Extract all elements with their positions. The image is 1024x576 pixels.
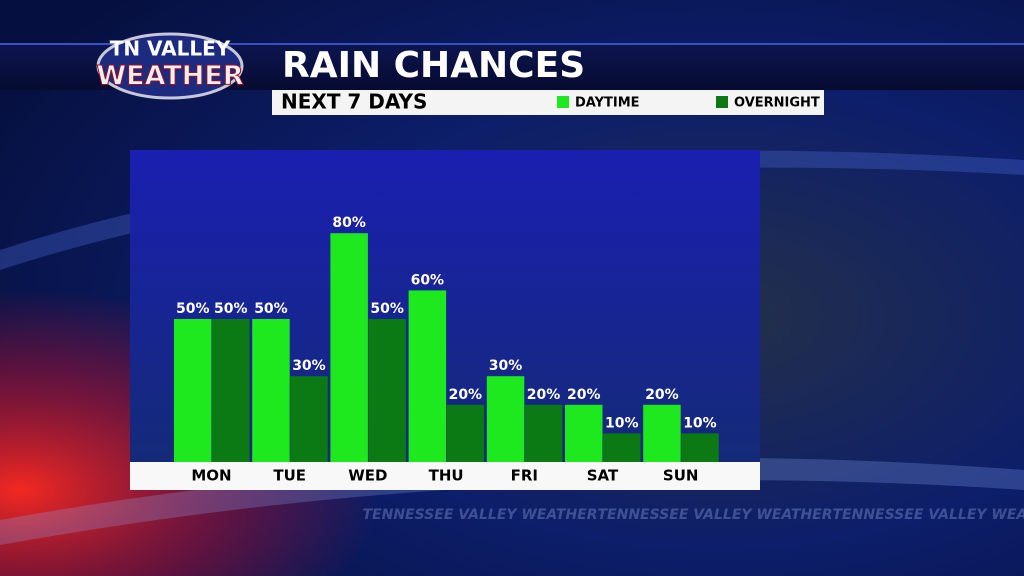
bar (290, 376, 328, 462)
value-label: 30% (489, 358, 523, 374)
chart-subtitle: NEXT 7 DAYS (281, 90, 427, 114)
bar (643, 404, 681, 462)
bar (174, 319, 212, 462)
value-label: 50% (254, 301, 288, 317)
logo-text: TN VALLEY (110, 37, 231, 61)
x-tick-label: MON (191, 467, 231, 485)
logo: TN VALLEY WEATHER (96, 32, 244, 100)
legend-label: OVERNIGHT (734, 96, 820, 111)
value-label: 30% (292, 358, 326, 374)
value-label: 20% (645, 387, 679, 403)
bar (408, 290, 447, 462)
legend-swatch (716, 96, 728, 108)
bar (212, 319, 250, 462)
bar (330, 233, 368, 462)
chart-title: RAIN CHANCES (282, 45, 585, 86)
bar (603, 433, 641, 462)
x-tick-label: THU (429, 467, 464, 485)
bar (681, 433, 719, 462)
legend-label: DAYTIME (575, 96, 640, 111)
logo-badge (96, 32, 244, 100)
bar (524, 404, 563, 462)
subtitle-bar (272, 90, 824, 115)
x-tick-label: TUE (273, 467, 306, 485)
x-tick-label: SAT (587, 467, 619, 485)
value-label: 10% (683, 415, 717, 431)
x-tick-label: WED (348, 467, 387, 485)
value-label: 20% (449, 387, 483, 403)
bar (486, 376, 525, 462)
x-tick-label: SUN (663, 467, 699, 485)
watermark: TENNESSEE VALLEY WEATHER (832, 507, 1024, 523)
logo-text: WEATHER (96, 61, 243, 92)
value-label: 80% (332, 215, 366, 231)
x-tick-label: FRI (511, 467, 538, 485)
swoosh (0, 457, 1024, 545)
value-label: 20% (527, 387, 561, 403)
value-label: 60% (411, 272, 445, 288)
bar (446, 404, 485, 462)
value-label: 50% (176, 301, 210, 317)
value-label: 20% (567, 387, 601, 403)
bar (565, 404, 603, 462)
legend-swatch (557, 96, 569, 108)
value-label: 50% (370, 301, 404, 317)
value-label: 50% (214, 301, 248, 317)
bar (368, 319, 406, 462)
watermark: TENNESSEE VALLEY WEATHER (597, 507, 832, 523)
watermark: TENNESSEE VALLEY WEATHER (362, 507, 597, 523)
category-strip (130, 462, 760, 490)
bar (252, 319, 290, 462)
value-label: 10% (605, 415, 639, 431)
